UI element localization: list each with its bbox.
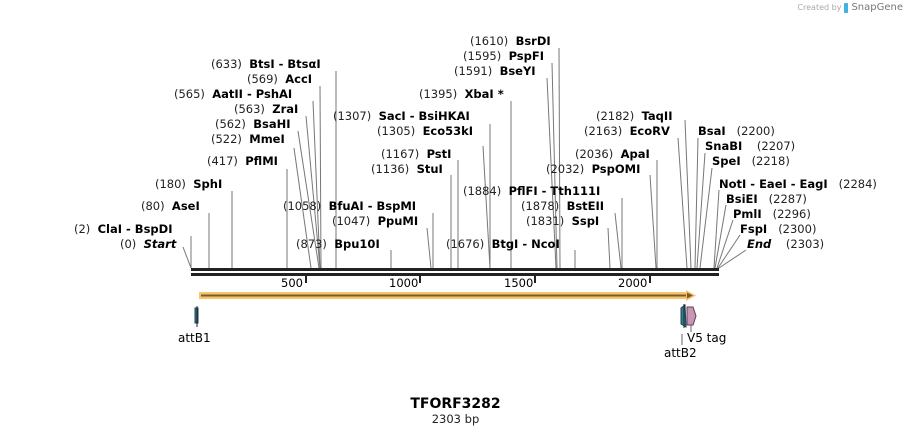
site-label-apai[interactable]: (2036) ApaI [575,147,650,161]
site-label-pflmi[interactable]: (417) PflMI [207,154,278,168]
site-label-bsai[interactable]: BsaI (2200) [698,124,775,138]
backbone-top-strand [191,268,719,271]
site-label-bfuai[interactable]: (1058) BfuAI - BspMI [283,199,417,213]
site-label-eco53ki[interactable]: (1305) Eco53kI [377,124,474,138]
site-label-asei[interactable]: (80) AseI [141,199,200,213]
ruler-tick-500: 500 [281,276,303,290]
ruler-tick-2000: 2000 [618,276,648,290]
site-label-bsrdi[interactable]: (1610) BsrDI [470,34,551,48]
v5-tag-feature [686,306,697,326]
site-label-bpu10i[interactable]: (873) Bpu10I [296,237,380,251]
site-label-noti[interactable]: NotI - EaeI - EagI (2284) [719,177,877,191]
site-label-end[interactable]: End (2303) [747,237,825,251]
site-label-bseyi[interactable]: (1591) BseYI [454,64,536,78]
site-label-btsi[interactable]: (633) BtsI - BtsαI [211,57,321,71]
backbone-bottom-strand [191,273,719,276]
credit-prefix: Created by [797,3,842,12]
ruler-ticks [305,276,651,283]
site-label-aatii[interactable]: (565) AatII - PshAI [174,87,293,101]
site-label-pspfi[interactable]: (1595) PspFI [463,49,545,63]
site-label-mmei[interactable]: (522) MmeI [211,132,285,146]
site-label-spei[interactable]: SpeI (2218) [712,154,790,168]
site-label-bsteii[interactable]: (1878) BstEII [521,199,605,213]
site-label-bsahi[interactable]: (562) BsaHI [215,117,291,131]
site-label-start[interactable]: (0) Start [120,237,177,251]
site-label-acci[interactable]: (569) AccI [247,72,313,86]
site-label-stui[interactable]: (1136) StuI [371,162,443,176]
ruler-tick-1500: 1500 [504,276,534,290]
site-label-psti[interactable]: (1167) PstI [381,147,452,161]
site-label-zrai[interactable]: (563) ZraI [234,102,299,116]
site-label-ppumi[interactable]: (1047) PpuMI [332,214,419,228]
site-label-clai[interactable]: (2) ClaI - BspDI [74,222,173,236]
snapgene-logo-icon [844,2,849,13]
site-label-ecorv[interactable]: (2163) EcoRV [584,124,670,138]
map-title: TFORF3282 [410,396,501,412]
site-label-sspi[interactable]: (1831) SspI [526,214,600,228]
site-label-btgi[interactable]: (1676) BtgI - NcoI [446,237,560,251]
feature-label-attb2[interactable]: attB2 [664,346,697,360]
ruler-tick-1000: 1000 [389,276,419,290]
orf-arrow-icon [687,292,693,299]
feature-label-v5-tag[interactable]: V5 tag [687,331,727,345]
credit-brand: SnapGene [851,2,903,13]
site-label-pmli[interactable]: PmlI (2296) [733,207,811,221]
site-label-pflfi[interactable]: (1884) PflFI - Tth111I [463,184,601,198]
site-label-xbai[interactable]: (1395) XbaI * [419,87,504,101]
sequence-length: 2303 bp [431,412,480,426]
site-label-taqii[interactable]: (2182) TaqII [596,109,673,123]
site-label-pspomi[interactable]: (2032) PspOMI [546,162,641,176]
feature-label-attb1[interactable]: attB1 [178,331,211,345]
site-label-bsiei[interactable]: BsiEI (2287) [726,192,807,206]
site-leader-lines [182,47,747,269]
site-label-sphi[interactable]: (180) SphI [155,177,223,191]
site-label-fspi[interactable]: FspI (2300) [740,222,817,236]
site-label-saci[interactable]: (1307) SacI - BsiHKAI [333,109,470,123]
snapgene-credit: Created by SnapGene [797,2,903,13]
site-label-snabi[interactable]: SnaBI (2207) [705,139,796,153]
